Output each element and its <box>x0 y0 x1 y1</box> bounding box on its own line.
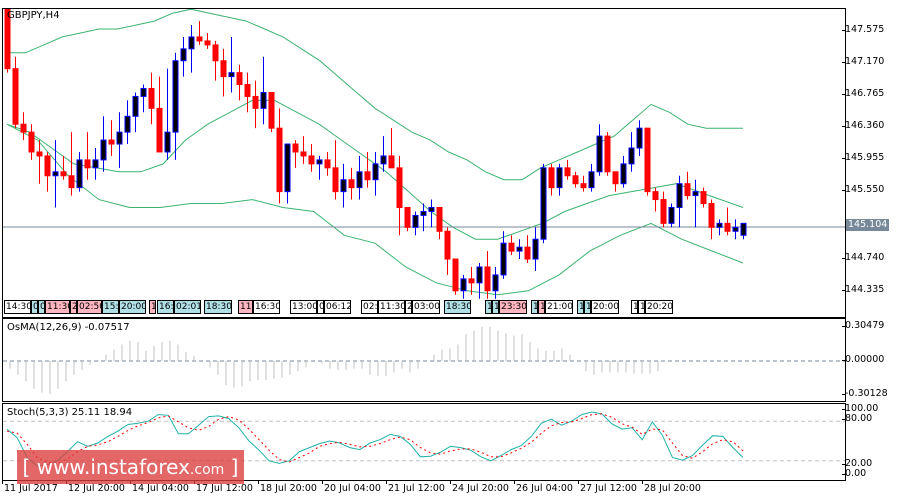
time-tag: 11:30 <box>45 300 70 314</box>
time-tag: 02: <box>361 300 378 314</box>
time-tag: 11: <box>238 300 253 314</box>
candlestick-chart <box>3 9 845 299</box>
time-tag: 0 <box>38 300 45 314</box>
time-tag: 21:00 <box>545 300 573 314</box>
time-tag: 1 <box>577 300 584 314</box>
time-tag: 02:01 <box>174 300 201 314</box>
stoch-tick: 80.00 <box>841 413 873 424</box>
time-tag: 1 <box>492 300 499 314</box>
time-label: 14 Jul 04:00 <box>132 483 189 494</box>
osma-tick: 0.30479 <box>841 320 885 331</box>
time-tags-row: 14:300011:30202:5015:20:00116:02:0118:30… <box>4 300 844 314</box>
time-label: 26 Jul 04:00 <box>516 483 573 494</box>
price-tick: 147.170 <box>841 56 885 67</box>
time-label: 11 Jul 2017 <box>4 483 58 494</box>
time-tag: 1 <box>538 300 545 314</box>
price-tick: 146.765 <box>841 88 885 99</box>
time-label: 21 Jul 12:00 <box>388 483 445 494</box>
instaforex-watermark[interactable]: [ www.instaforex.com ] <box>17 450 244 484</box>
time-axis: 11 Jul 2017 12 Jul 20:00 14 Jul 04:00 17… <box>2 480 845 498</box>
price-tick: 144.740 <box>841 252 885 263</box>
time-tag: 0 <box>317 300 324 314</box>
time-tag: 20:00 <box>119 300 146 314</box>
watermark-text: www.instaforex <box>36 455 190 479</box>
current-price-label: 145.104 <box>846 219 890 231</box>
time-tag: 15: <box>102 300 119 314</box>
time-tag: 20:00 <box>591 300 619 314</box>
time-tag: 23:30 <box>499 300 527 314</box>
price-tick: 145.550 <box>841 184 885 195</box>
time-tag: 1 <box>485 300 492 314</box>
osma-label: OsMA(12,26,9) -0.07517 <box>7 322 130 333</box>
osma-tick: 0.00000 <box>841 354 885 365</box>
watermark-bracket-close: ] <box>230 455 239 479</box>
time-tag: 1 <box>531 300 538 314</box>
time-label: 18 Jul 20:00 <box>260 483 317 494</box>
time-label: 17 Jul 12:00 <box>196 483 253 494</box>
stoch-tick: 0.00 <box>841 468 867 479</box>
price-tick: 147.575 <box>841 24 885 35</box>
watermark-bracket-open: [ <box>22 455 31 479</box>
time-tag: 1 <box>584 300 591 314</box>
price-tick: 146.360 <box>841 120 885 131</box>
stochastic-pane[interactable]: Stoch(5,3,3) 25.11 18.94 <box>2 403 846 481</box>
time-tag: 18:30 <box>444 300 471 314</box>
time-tag: 1 <box>149 300 156 314</box>
time-tag: 16:30 <box>253 300 280 314</box>
time-label: 20 Jul 04:00 <box>324 483 381 494</box>
price-tick: 145.955 <box>841 152 885 163</box>
stoch-tick: 100.00 <box>841 403 879 414</box>
time-label: 28 Jul 20:00 <box>644 483 701 494</box>
time-tag: 03:00 <box>412 300 440 314</box>
osma-tick: -0.30128 <box>842 388 888 399</box>
time-tag: 14:30 <box>4 300 31 314</box>
time-tag: 16: <box>157 300 174 314</box>
time-tag: 0 <box>31 300 38 314</box>
time-tag: 1 <box>631 300 638 314</box>
time-tag: 2 <box>405 300 412 314</box>
price-tick: 144.335 <box>841 284 885 295</box>
time-tag: 1 <box>638 300 645 314</box>
time-tag: 11:30 <box>378 300 405 314</box>
time-tag: 2 <box>70 300 77 314</box>
osma-pane[interactable]: OsMA(12,26,9) -0.07517 <box>2 318 846 402</box>
osma-axis: 0.30479 0.00000 -0.30128 <box>841 318 900 400</box>
chart-title: GBPJPY,H4 <box>7 10 60 21</box>
stoch-label: Stoch(5,3,3) 25.11 18.94 <box>7 407 133 418</box>
time-tag: 02:50 <box>77 300 102 314</box>
price-axis: 147.575 147.170 146.765 146.360 145.955 … <box>841 8 900 316</box>
price-chart-pane[interactable]: GBPJPY,H4 14:300011:30202:5015:20:00116:… <box>2 8 846 318</box>
osma-histogram <box>3 326 845 394</box>
time-label: 24 Jul 20:00 <box>452 483 509 494</box>
watermark-suffix: .com <box>189 462 225 478</box>
time-tag: 20:20 <box>645 300 673 314</box>
time-tag: 18:30 <box>204 300 232 314</box>
time-tag: 13:00 <box>290 300 317 314</box>
stoch-axis: 100.00 80.00 20.00 0.00 <box>841 403 900 479</box>
time-label: 12 Jul 20:00 <box>68 483 125 494</box>
time-tag: 06:12 <box>324 300 351 314</box>
stoch-tick: 20.00 <box>841 458 873 469</box>
time-label: 27 Jul 12:00 <box>580 483 637 494</box>
